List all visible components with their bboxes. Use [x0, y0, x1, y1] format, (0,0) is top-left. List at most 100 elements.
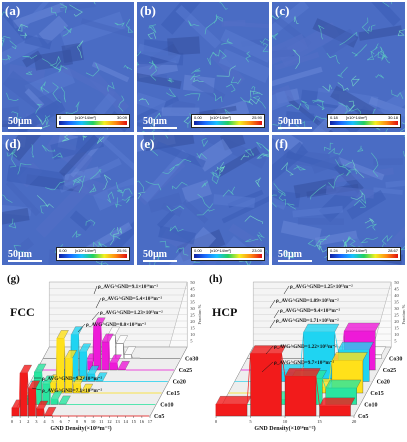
x-tick-label: 15	[132, 419, 137, 424]
series-label: Co25	[383, 368, 396, 374]
gnd-boundary	[381, 234, 393, 245]
gnd-boundary	[165, 135, 169, 139]
gnd-boundary	[40, 86, 50, 93]
grain-lamella	[373, 158, 403, 166]
grain-lamella	[69, 210, 92, 232]
gnd-boundary	[148, 62, 157, 81]
series-label: Co5	[154, 414, 164, 420]
gnd-boundary	[183, 116, 190, 124]
gnd-boundary	[225, 83, 236, 93]
gnd-boundary	[245, 238, 259, 242]
series-label: Co20	[377, 380, 390, 386]
bar	[50, 399, 59, 405]
colorbar-gradient	[194, 121, 262, 125]
x-tick-label: 14	[123, 419, 128, 424]
x-axis-label: GND Density(×10¹⁴m⁻²)	[50, 425, 111, 432]
grain-lamella	[358, 2, 401, 27]
series-label: Co10	[160, 403, 173, 409]
x-tick-label: 9	[84, 419, 87, 424]
gnd-map-image	[272, 135, 405, 265]
scale-bar	[278, 127, 312, 129]
colorbar-min: 0	[59, 115, 62, 120]
grain-lamella	[59, 11, 126, 49]
gnd-boundary	[256, 153, 269, 159]
gnd-boundary	[69, 4, 83, 17]
gnd-boundary	[115, 197, 122, 208]
leader-line	[283, 285, 290, 295]
gnd-boundary	[35, 103, 43, 114]
scale-bar	[143, 127, 177, 129]
gnd-boundary	[359, 189, 367, 204]
gnd-boundary	[375, 74, 385, 79]
gnd-boundary	[75, 175, 84, 184]
avg-density-label: ρ_AVG^GND=1.09×10¹⁵m⁻²	[276, 298, 339, 304]
grain-lamella	[209, 49, 246, 86]
gnd-boundary	[337, 82, 349, 91]
gnd-boundary	[284, 250, 294, 259]
grain-lamella	[91, 61, 130, 83]
gnd-boundary	[258, 146, 269, 158]
y-tick-label: 20	[190, 319, 195, 324]
gnd-boundary	[197, 194, 214, 209]
y-tick-label: 25	[394, 313, 399, 318]
series-label: Co30	[389, 357, 402, 363]
gnd-boundary	[286, 103, 302, 110]
gnd-boundary	[366, 50, 375, 61]
gnd-boundary	[366, 223, 377, 231]
gnd-boundary	[36, 195, 54, 208]
gnd-boundary	[114, 22, 125, 27]
map-panel-b: (b) 50μm 0.00 [x10^14/m²] 25.90	[137, 2, 269, 132]
bar-top	[325, 379, 362, 389]
gnd-boundary	[377, 46, 385, 59]
bar	[56, 338, 65, 394]
grain-lamella	[250, 244, 269, 265]
y-tick-label: 35	[394, 300, 399, 305]
chart-panel-g: 5 10 15 20 25 30 35 40 45 50 Fraction % Co30 Co25 Co2…	[2, 268, 202, 440]
x-axis-label: GND Density(×10¹⁴m⁻²)	[254, 425, 315, 432]
x-tick-label: 1	[19, 419, 21, 424]
gnd-boundary	[107, 191, 115, 203]
gnd-boundary	[272, 15, 276, 19]
avg-density-label: ρ_AVG^GND=1.25×10¹⁵m⁻²	[290, 284, 353, 290]
grain-lamella	[24, 88, 45, 109]
grain-lamella	[322, 28, 357, 57]
gnd-boundary	[59, 3, 67, 14]
gnd-boundary	[85, 219, 96, 226]
chart-title: FCC	[10, 305, 35, 319]
gnd-boundary	[251, 86, 260, 95]
colorbar-min: 0.00	[59, 248, 67, 253]
avg-density-label: ρ_AVG^GND=1.23×10¹⁵m⁻²	[100, 310, 163, 316]
bar-top	[215, 396, 252, 405]
gnd-boundary	[25, 71, 33, 76]
grain-lamella	[311, 154, 342, 174]
gnd-boundary	[72, 230, 82, 238]
gnd-boundary	[210, 172, 219, 185]
gnd-boundary	[385, 128, 388, 132]
colorbar-max: 30.09	[116, 115, 127, 120]
gnd-boundary	[361, 17, 369, 34]
colorbar: 0.24 [x10^14/m²] 28.67	[327, 247, 401, 261]
gnd-boundary	[172, 181, 188, 190]
gnd-boundary	[119, 227, 122, 234]
gnd-boundary	[36, 115, 46, 126]
x-tick-label: 5	[249, 419, 252, 424]
colorbar-min: 0.24	[330, 248, 338, 253]
grain-lamella	[228, 223, 264, 251]
bar	[93, 325, 102, 371]
grain-lamella	[221, 19, 246, 27]
y-axis-label: Fraction %	[401, 304, 405, 324]
x-tick-label: 11	[99, 419, 103, 424]
gnd-map-image	[137, 135, 269, 265]
gnd-boundary	[337, 66, 348, 78]
gnd-boundary	[218, 2, 228, 10]
gnd-boundary	[40, 204, 49, 214]
gnd-boundary	[272, 33, 279, 40]
leader-line	[91, 311, 100, 321]
gnd-boundary	[371, 43, 379, 55]
y-tick-label: 5	[394, 339, 397, 344]
avg-density-label: ρ_AVG^GND=9.1×10¹⁴m⁻²	[98, 284, 159, 290]
gnd-boundary	[17, 163, 32, 175]
